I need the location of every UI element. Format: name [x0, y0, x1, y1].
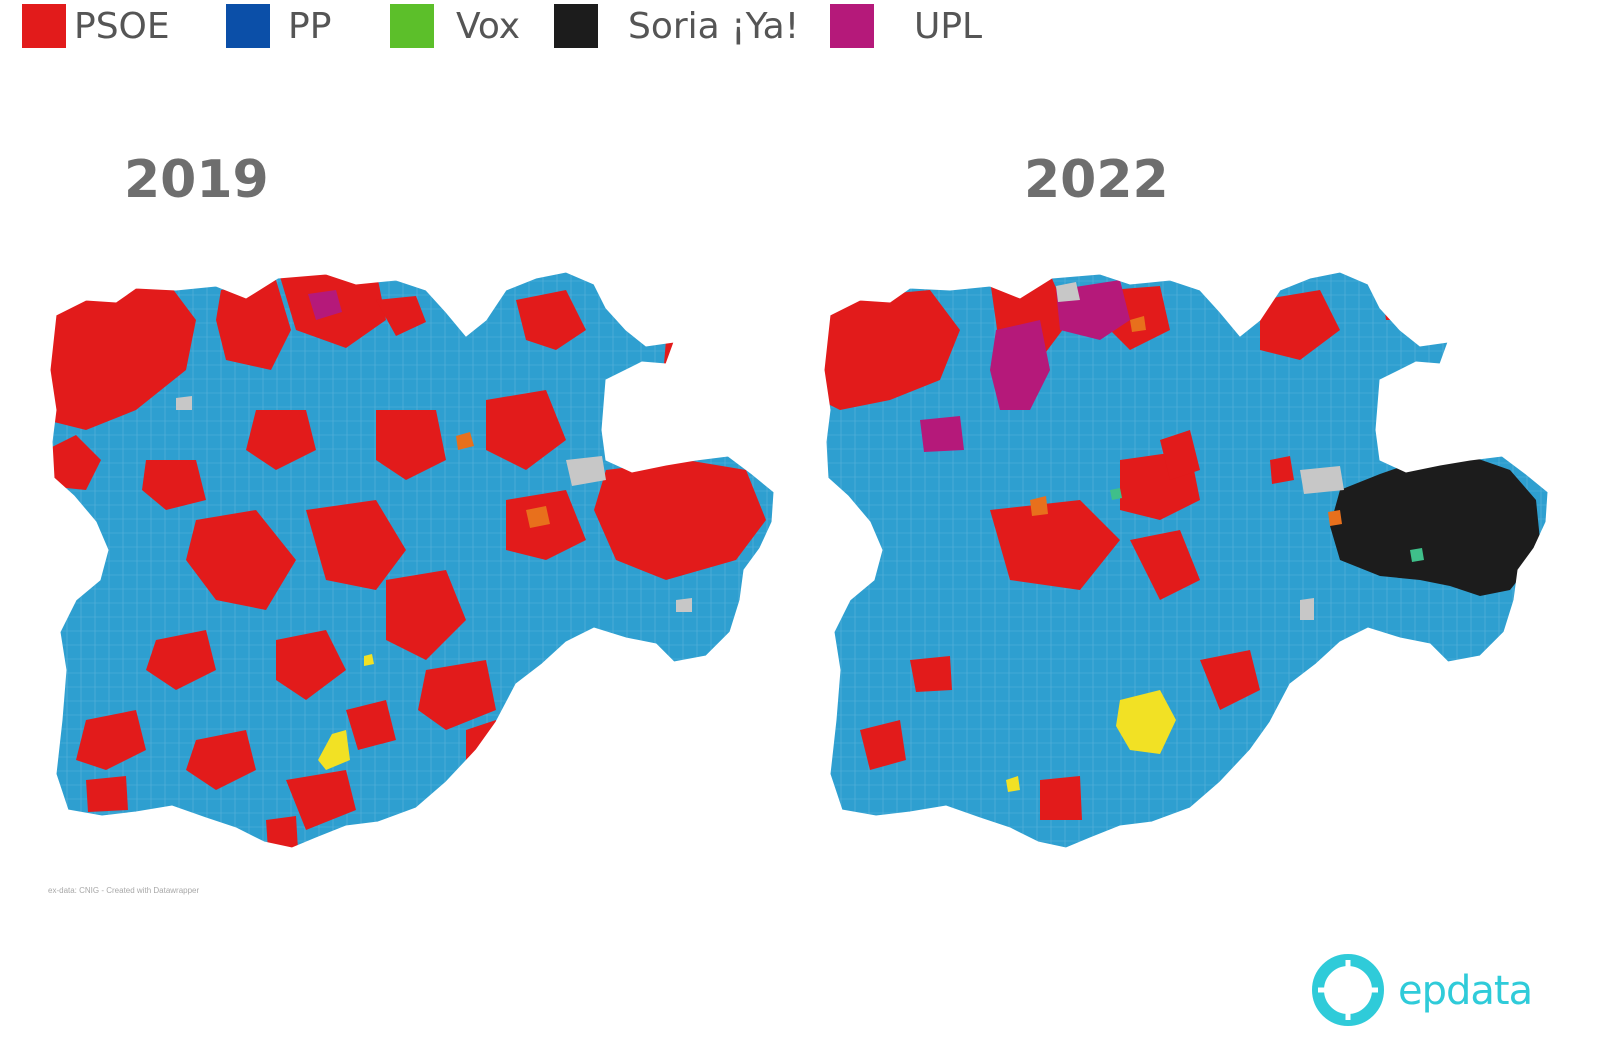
other-yellow-areas [1006, 690, 1176, 792]
legend-swatch-psoe [22, 4, 66, 48]
legend-swatch-pp [226, 4, 270, 48]
epdata-logo: epdata [1308, 950, 1548, 1030]
other-yellow-areas [318, 654, 374, 770]
map-credit: ex-data: CNIG - Created with Datawrapper [48, 886, 200, 895]
legend-label-soria-ya: Soria ¡Ya! [628, 6, 800, 47]
legend-swatch-vox [390, 4, 434, 48]
legend: PSOE PP Vox Soria ¡Ya! UPL [0, 0, 1600, 60]
other-grey-areas [1056, 282, 1344, 620]
soria-ya-areas [1330, 456, 1540, 596]
legend-label-vox: Vox [456, 6, 521, 47]
epdata-wordmark: epdata [1398, 968, 1533, 1014]
map-2022-regions [824, 272, 1548, 848]
legend-label-upl: UPL [914, 6, 983, 47]
map-2019-regions [50, 272, 774, 848]
legend-label-psoe: PSOE [74, 6, 170, 47]
legend-swatch-upl [830, 4, 874, 48]
other-grey-areas [176, 396, 692, 612]
map-2019-svg [49, 271, 775, 849]
epdata-logo-icon [1312, 954, 1384, 1026]
upl-areas [308, 290, 342, 320]
legend-label-pp: PP [288, 6, 332, 47]
legend-swatch-soria-ya [554, 4, 598, 48]
upl-areas [920, 280, 1130, 452]
year-label-2022: 2022 [1024, 150, 1169, 210]
map-2022-svg [823, 271, 1549, 849]
map-2022 [820, 260, 1560, 865]
other-teal-areas [1110, 488, 1424, 562]
other-orange-areas [456, 432, 550, 528]
year-label-2019: 2019 [124, 150, 269, 210]
psoe-areas [50, 272, 766, 848]
map-2019 [46, 260, 786, 865]
other-orange-areas [1030, 316, 1342, 526]
